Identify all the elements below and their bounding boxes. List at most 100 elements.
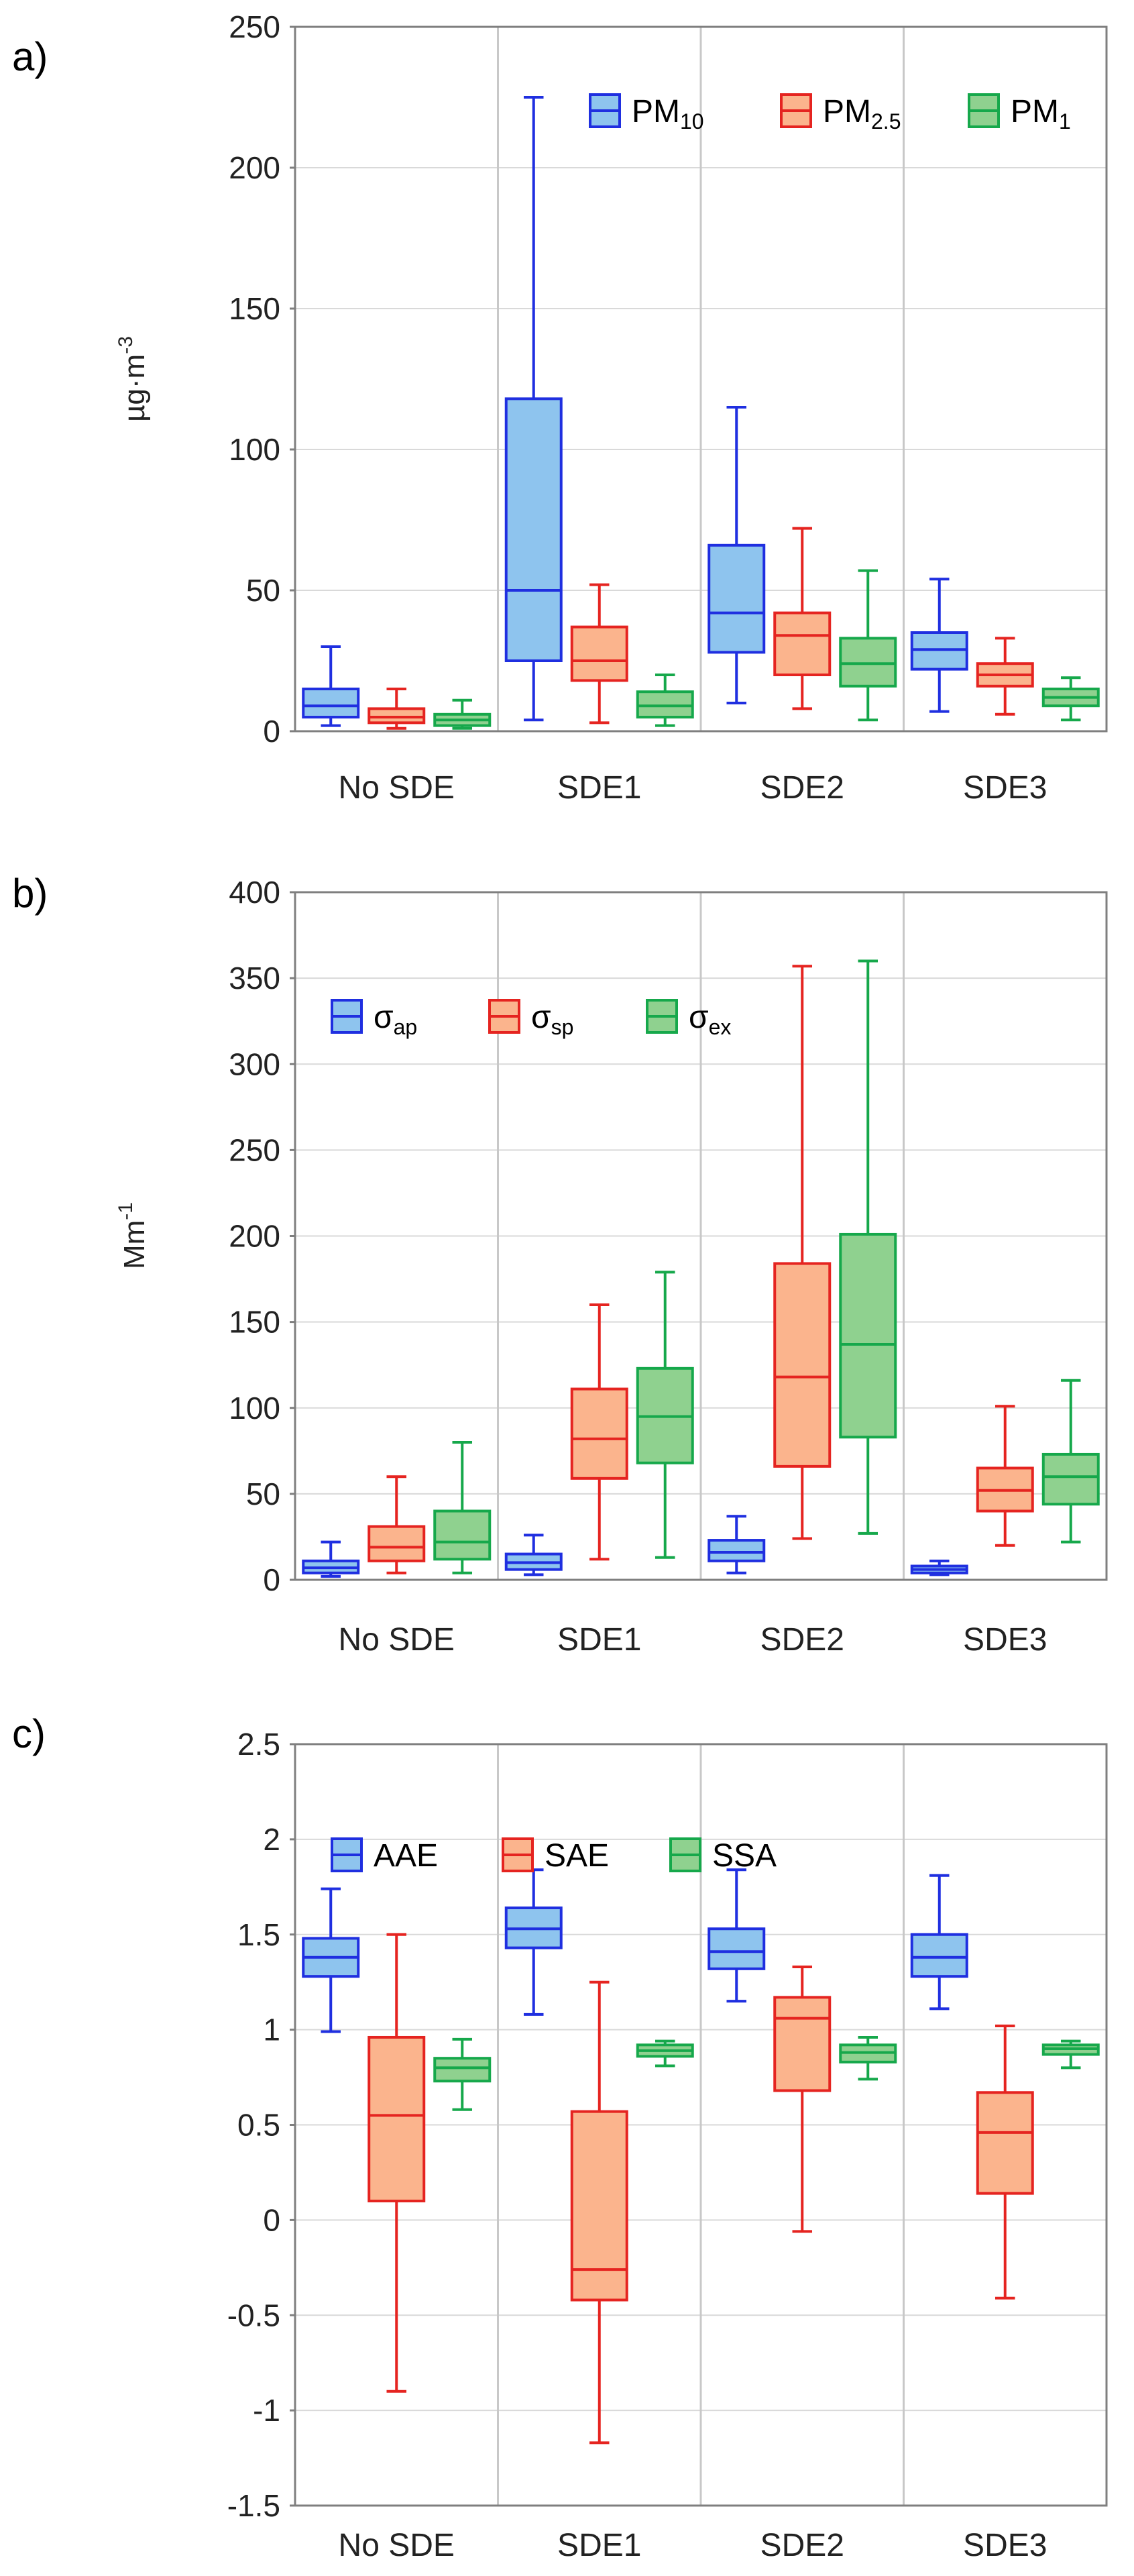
x-category-label: No SDE bbox=[339, 1622, 455, 1658]
y-tick-label: 0 bbox=[263, 714, 280, 749]
legend-label-sub: 10 bbox=[680, 109, 704, 133]
y-tick-label: 250 bbox=[229, 9, 280, 44]
box-iqr bbox=[636, 690, 694, 718]
x-category-label: SDE3 bbox=[963, 1622, 1047, 1658]
panel-b-legend: σap σsp σex bbox=[331, 999, 732, 1039]
box-iqr bbox=[367, 2035, 426, 2203]
legend-label: AAE bbox=[374, 1838, 438, 1874]
y-tick-label: 1 bbox=[263, 2012, 280, 2047]
x-category-label: SDE3 bbox=[963, 2528, 1047, 2563]
legend-label-main: PM bbox=[1011, 94, 1059, 129]
y-tick-label: 100 bbox=[229, 1391, 280, 1426]
box-1-0 bbox=[504, 1868, 563, 2016]
box-iqr bbox=[570, 625, 628, 682]
box-3-2 bbox=[1041, 2039, 1100, 2070]
box-3-1 bbox=[976, 2024, 1034, 2300]
legend-label: SSA bbox=[712, 1838, 777, 1874]
box-1-2 bbox=[636, 2039, 694, 2068]
legend-label: SAE bbox=[545, 1838, 609, 1874]
legend-label-main: PM bbox=[632, 94, 680, 129]
legend-item-0: AAE bbox=[331, 1837, 438, 1874]
legend-item-0: PM10 bbox=[589, 93, 704, 133]
box-2-2 bbox=[839, 2035, 897, 2081]
box-iqr bbox=[773, 1262, 832, 1468]
x-category-label: No SDE bbox=[339, 770, 455, 806]
box-iqr bbox=[910, 631, 968, 671]
y-tick-label: 0 bbox=[263, 1562, 280, 1597]
legend-item-1: SAE bbox=[502, 1837, 609, 1874]
box-3-2 bbox=[1041, 676, 1100, 722]
box-iqr bbox=[910, 1933, 968, 1978]
panel-b-y-axis-title: Mm-1 bbox=[115, 1202, 151, 1269]
box-0-1 bbox=[367, 1475, 426, 1574]
y-tick-label: 2.5 bbox=[237, 1727, 280, 1762]
y-tick-label: 150 bbox=[229, 1305, 280, 1340]
panel-c-y-ticks: -1.5 -1 -0.5 0 0.5 1 1.5 2 2.5 bbox=[227, 1727, 295, 2523]
y-tick-label: 1.5 bbox=[237, 1917, 280, 1952]
box-iqr bbox=[839, 1232, 897, 1439]
legend-label-sub: 2.5 bbox=[871, 109, 901, 133]
box-0-0 bbox=[302, 1887, 360, 2033]
box-3-1 bbox=[976, 1405, 1034, 1547]
y-tick-label: 200 bbox=[229, 150, 280, 185]
y-tick-label: 50 bbox=[246, 1477, 280, 1511]
legend-label-sub: 1 bbox=[1059, 109, 1071, 133]
panel-a-plot-frame bbox=[294, 25, 1108, 733]
legend-item-1: PM2.5 bbox=[780, 93, 901, 133]
box-iqr bbox=[773, 611, 832, 676]
legend-label: PM10 bbox=[632, 94, 704, 133]
y-tick-label: 0.5 bbox=[237, 2108, 280, 2143]
box-iqr bbox=[570, 2110, 628, 2302]
legend-label-sub: ex bbox=[709, 1015, 732, 1039]
y-tick-label: 0 bbox=[263, 2202, 280, 2237]
box-2-2 bbox=[839, 959, 897, 1535]
box-iqr bbox=[707, 1927, 766, 1970]
box-iqr bbox=[504, 397, 563, 663]
x-category-label: No SDE bbox=[339, 2528, 455, 2563]
box-3-0 bbox=[910, 578, 968, 713]
box-1-1 bbox=[570, 583, 628, 724]
x-category-label: SDE2 bbox=[760, 2528, 844, 2563]
box-0-1 bbox=[367, 1933, 426, 2393]
box-1-0 bbox=[504, 1534, 563, 1576]
box-iqr bbox=[1041, 1452, 1100, 1506]
box-0-0 bbox=[302, 1540, 360, 1578]
box-2-0 bbox=[707, 1868, 766, 2003]
box-iqr bbox=[367, 1525, 426, 1562]
panel-b-boxes bbox=[302, 959, 1100, 1578]
box-1-0 bbox=[504, 96, 563, 722]
box-2-1 bbox=[773, 527, 832, 710]
panel-a-legend: PM10 PM2.5 PM1 bbox=[589, 93, 1071, 133]
y-tick-label: 150 bbox=[229, 291, 280, 326]
box-0-2 bbox=[433, 698, 492, 730]
legend-label-main: SSA bbox=[712, 1838, 777, 1874]
y-tick-label: 350 bbox=[229, 961, 280, 996]
box-1-2 bbox=[636, 1271, 694, 1559]
box-0-0 bbox=[302, 645, 360, 727]
legend-item-1: σsp bbox=[488, 999, 573, 1039]
y-tick-label: 50 bbox=[246, 573, 280, 608]
legend-label-sub: sp bbox=[551, 1015, 574, 1039]
box-iqr bbox=[433, 1509, 492, 1561]
box-2-2 bbox=[839, 569, 897, 722]
y-tick-label: 400 bbox=[229, 875, 280, 910]
panel-c-x-categories: No SDE SDE1 SDE2 SDE3 bbox=[339, 2528, 1047, 2563]
legend-label-main: AAE bbox=[374, 1838, 438, 1874]
y-tick-label: -0.5 bbox=[227, 2298, 280, 2332]
panel-a-x-categories: No SDE SDE1 SDE2 SDE3 bbox=[339, 770, 1047, 806]
x-category-label: SDE3 bbox=[963, 770, 1047, 806]
box-1-1 bbox=[570, 1303, 628, 1561]
legend-label-main: σ bbox=[531, 1000, 551, 1035]
box-iqr bbox=[433, 2057, 492, 2083]
legend-label: σsp bbox=[531, 1000, 573, 1039]
y-tick-label: 100 bbox=[229, 432, 280, 467]
panel-a-y-axis-title: µg·m-3 bbox=[115, 336, 151, 422]
box-2-0 bbox=[707, 1515, 766, 1574]
legend-label-main: SAE bbox=[545, 1838, 609, 1874]
y-tick-label: -1 bbox=[253, 2393, 280, 2428]
box-3-1 bbox=[976, 637, 1034, 716]
box-iqr bbox=[839, 637, 897, 688]
panel-a-y-ticks: 0 50 100 150 200 250 bbox=[229, 9, 295, 749]
legend-label-main: σ bbox=[374, 1000, 394, 1035]
